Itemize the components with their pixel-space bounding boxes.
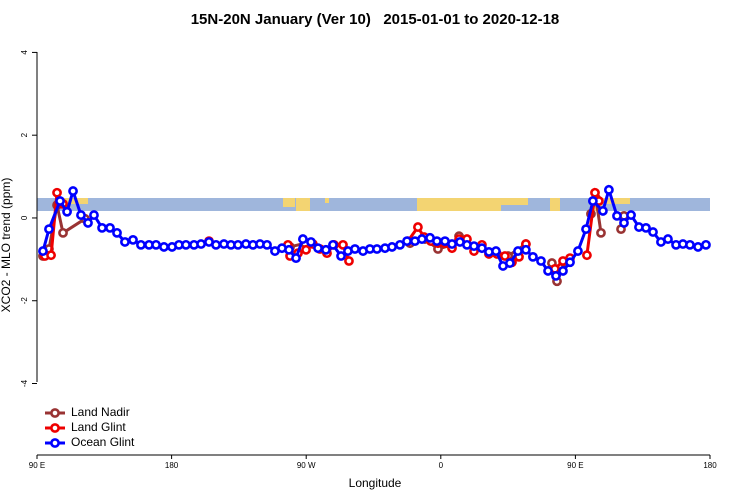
data-point: [211, 239, 221, 250]
data-point: [641, 222, 651, 233]
data-point: [558, 266, 568, 276]
data-point: [619, 218, 629, 228]
data-point: [402, 236, 412, 247]
y-tick-label: -4: [20, 379, 29, 387]
x-tick-label: 90 W: [297, 461, 316, 470]
legend-marker: [50, 438, 60, 448]
data-point: [306, 237, 316, 247]
data-point: [336, 251, 346, 261]
data-point: [58, 227, 68, 238]
data-point: [76, 210, 86, 220]
data-point: [536, 256, 546, 266]
data-point: [520, 244, 531, 255]
data-point: [291, 253, 301, 264]
data-point: [477, 243, 487, 254]
data-point: [38, 246, 48, 256]
data-point: [128, 234, 138, 245]
legend-label: Ocean Glint: [71, 435, 135, 449]
legend-marker: [50, 423, 60, 433]
y-tick-label: 0: [20, 215, 29, 220]
y-tick-label: -2: [20, 297, 29, 305]
data-point: [313, 243, 323, 254]
data-point: [151, 239, 161, 250]
data-point: [500, 251, 510, 261]
data-point: [62, 206, 72, 217]
data-point: [543, 266, 553, 276]
data-point: [504, 258, 515, 268]
data-point: [301, 244, 311, 255]
x-tick-label: 0: [439, 461, 444, 470]
data-point: [328, 239, 338, 250]
data-point: [626, 210, 636, 220]
data-point: [338, 239, 348, 250]
data-point: [233, 239, 243, 250]
data-point: [432, 236, 442, 247]
legend-marker: [50, 408, 60, 418]
data-point: [413, 222, 423, 232]
data-point: [447, 239, 457, 249]
chart-title: 15N-20N January (Ver 10) 2015-01-01 to 2…: [191, 11, 560, 28]
x-tick-label: 180: [703, 461, 717, 470]
data-point: [262, 239, 272, 250]
data-point: [469, 241, 479, 252]
data-point: [491, 246, 501, 256]
data-point: [68, 186, 78, 196]
data-point: [372, 244, 382, 254]
data-point: [604, 184, 614, 195]
data-point: [596, 227, 606, 238]
data-point: [513, 246, 523, 256]
data-point: [83, 218, 93, 228]
data-point: [321, 244, 331, 255]
data-point: [565, 257, 575, 268]
data-point: [350, 244, 360, 254]
data-point: [648, 227, 658, 237]
data-point: [587, 196, 598, 206]
data-point: [46, 250, 56, 261]
legend-label: Land Glint: [71, 420, 126, 434]
data-point: [581, 224, 591, 235]
data-point: [159, 242, 169, 252]
x-tick-label: 90 E: [29, 461, 45, 470]
data-point: [417, 234, 427, 244]
data-point: [97, 222, 107, 233]
data-point: [344, 256, 354, 266]
data-point: [582, 250, 592, 261]
data-point: [693, 242, 703, 252]
data-point: [105, 222, 115, 233]
data-point: [181, 239, 191, 250]
data-point: [120, 237, 130, 247]
data-point: [55, 196, 65, 206]
data-point: [52, 187, 62, 198]
legend-label: Land Nadir: [71, 405, 130, 419]
y-axis-label: XCO2 - MLO trend (ppm): [0, 178, 13, 313]
data-point: [112, 227, 122, 238]
data-point: [551, 271, 561, 281]
x-axis-label: Longitude: [349, 476, 402, 490]
data-point: [598, 206, 608, 216]
y-tick-label: 2: [20, 132, 29, 137]
data-point: [663, 234, 673, 244]
data-point: [612, 210, 622, 221]
x-tick-label: 180: [165, 461, 179, 470]
data-point: [685, 239, 695, 250]
map-strip: [37, 198, 710, 211]
data-point: [196, 239, 206, 249]
data-point: [528, 251, 538, 262]
data-point: [298, 234, 308, 244]
x-tick-label: 90 E: [567, 461, 583, 470]
data-point: [573, 246, 583, 256]
data-point: [387, 242, 397, 252]
y-tick-label: 4: [20, 50, 29, 55]
data-point: [136, 239, 146, 250]
data-point: [89, 210, 99, 220]
data-point: [44, 224, 54, 235]
data-point: [284, 244, 294, 255]
data-point: [701, 239, 711, 250]
data-point: [590, 187, 600, 198]
data-point: [395, 239, 405, 250]
